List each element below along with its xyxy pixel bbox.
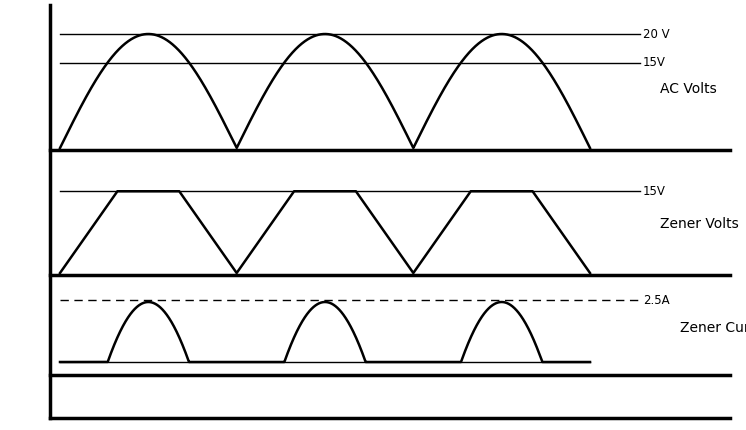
Text: 15V: 15V <box>643 185 666 198</box>
Text: Zener Current: Zener Current <box>680 322 746 335</box>
Text: 2.5A: 2.5A <box>643 294 670 307</box>
Text: AC Volts: AC Volts <box>660 82 717 96</box>
Text: 20 V: 20 V <box>643 28 670 40</box>
Text: 15V: 15V <box>643 56 666 69</box>
Text: Zener Volts: Zener Volts <box>660 216 739 230</box>
